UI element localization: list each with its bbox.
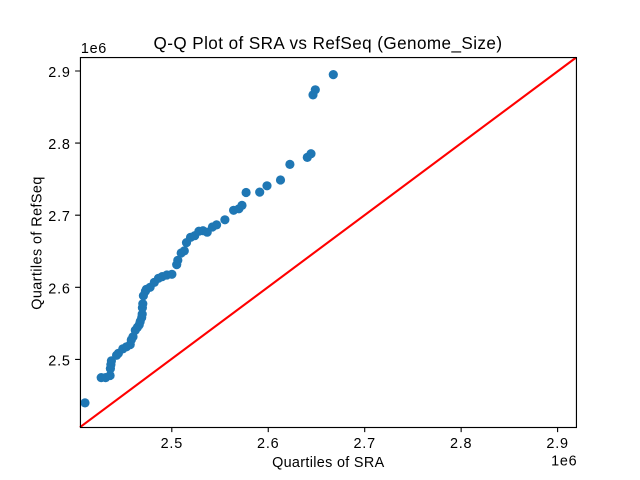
svg-text:2.7: 2.7 <box>48 209 70 225</box>
svg-text:2.5: 2.5 <box>161 436 183 452</box>
svg-text:2.9: 2.9 <box>546 436 568 452</box>
svg-text:Quartiles of SRA: Quartiles of SRA <box>272 455 385 471</box>
svg-text:1e6: 1e6 <box>551 454 577 470</box>
svg-text:Quartiles of RefSeq: Quartiles of RefSeq <box>30 176 46 310</box>
svg-text:2.8: 2.8 <box>48 137 70 153</box>
svg-text:2.6: 2.6 <box>257 436 279 452</box>
svg-text:Q-Q Plot of SRA vs RefSeq (Gen: Q-Q Plot of SRA vs RefSeq (Genome_Size) <box>154 34 503 53</box>
svg-text:2.7: 2.7 <box>353 436 375 452</box>
svg-text:2.8: 2.8 <box>450 436 472 452</box>
svg-text:2.6: 2.6 <box>48 281 70 297</box>
svg-text:2.5: 2.5 <box>48 353 70 369</box>
svg-text:2.9: 2.9 <box>48 65 70 81</box>
svg-text:1e6: 1e6 <box>81 41 107 57</box>
